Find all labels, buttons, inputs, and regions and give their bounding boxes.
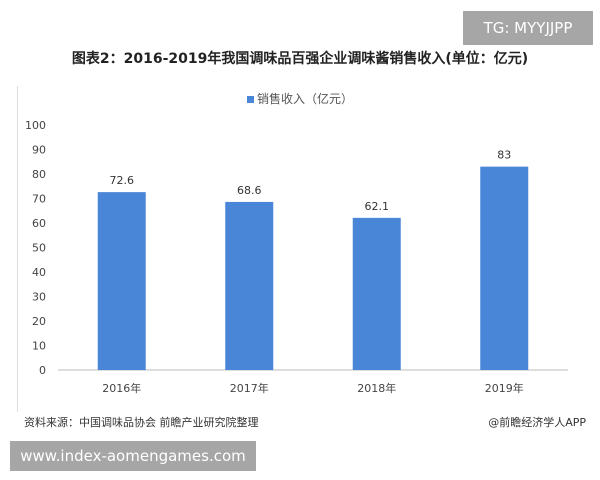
bar [225, 201, 274, 370]
y-tick-label: 60 [32, 217, 46, 230]
y-tick-label: 100 [25, 119, 46, 132]
x-tick-label: 2016年 [102, 381, 141, 395]
legend: 销售收入（亿元） [0, 90, 600, 107]
chart-title: 图表2：2016-2019年我国调味品百强企业调味酱销售收入(单位：亿元) [71, 51, 529, 67]
legend-swatch [246, 96, 254, 103]
y-tick-label: 50 [32, 242, 46, 255]
data-label: 68.6 [237, 184, 262, 197]
data-label: 72.6 [110, 174, 135, 187]
legend-label: 销售收入（亿元） [256, 92, 353, 106]
x-tick-label: 2017年 [230, 381, 269, 395]
y-tick-label: 30 [32, 291, 46, 304]
y-tick-label: 80 [32, 168, 46, 181]
url-watermark: www.index-aomengames.com [10, 441, 256, 471]
x-tick-label: 2019年 [485, 381, 524, 395]
data-label: 62.1 [365, 200, 390, 213]
brand-credit: @前瞻经济学人APP [488, 416, 586, 429]
source-note: 资料来源：中国调味品协会 前瞻产业研究院整理 [24, 416, 259, 429]
y-tick-label: 10 [32, 340, 46, 353]
bar [352, 217, 401, 370]
y-tick-label: 20 [32, 315, 46, 328]
y-tick-label: 0 [39, 364, 46, 377]
chart-frame-border [17, 86, 18, 412]
y-tick-label: 40 [32, 266, 46, 279]
watermark-tag: TG: MYYJJPP [463, 11, 593, 45]
y-tick-label: 90 [32, 144, 46, 157]
bar [480, 166, 529, 370]
x-tick-label: 2018年 [357, 381, 396, 395]
y-tick-label: 70 [32, 193, 46, 206]
data-label: 83 [497, 149, 511, 162]
bar [97, 192, 146, 370]
